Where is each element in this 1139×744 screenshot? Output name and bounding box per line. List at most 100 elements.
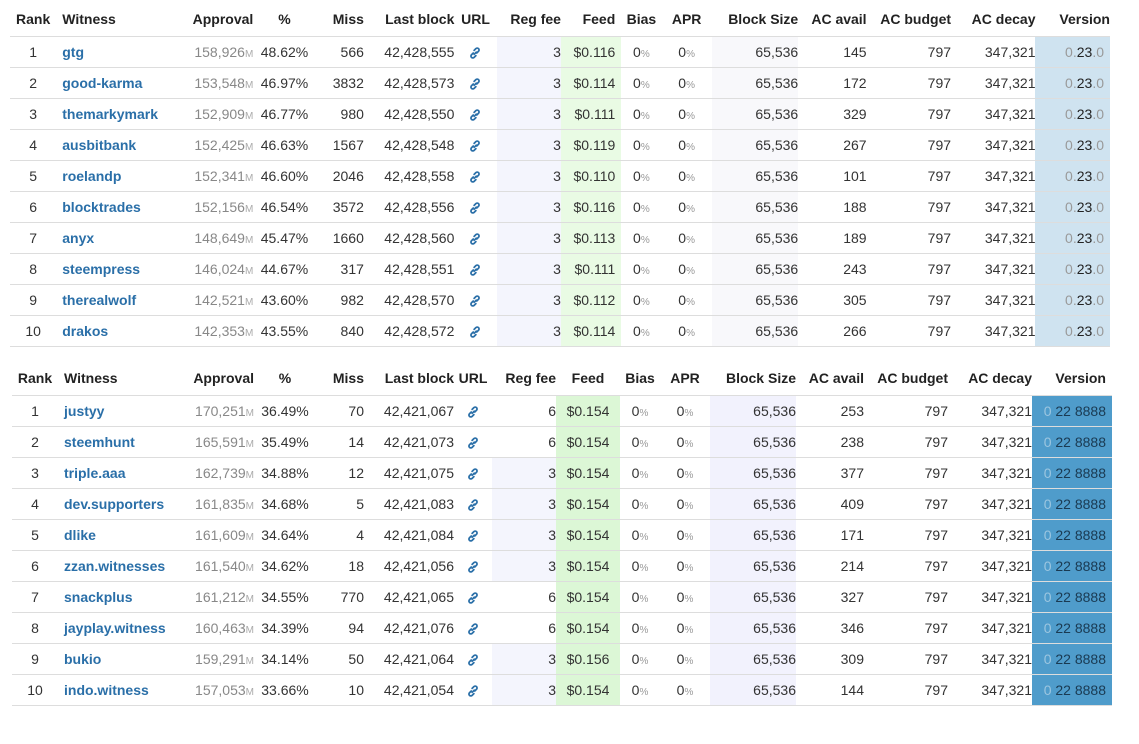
col-rank[interactable]: Rank xyxy=(17,370,53,386)
col-percent[interactable]: % xyxy=(278,11,291,27)
url-cell[interactable] xyxy=(454,488,492,520)
col-block-size[interactable]: Block Size xyxy=(728,11,799,27)
url-cell[interactable] xyxy=(454,643,492,675)
col-apr[interactable]: APR xyxy=(671,11,702,27)
url-cell[interactable] xyxy=(454,581,492,613)
col-rank[interactable]: Rank xyxy=(16,11,51,27)
link-icon[interactable] xyxy=(466,436,480,450)
col-url[interactable]: URL xyxy=(461,11,490,27)
col-ac-decay[interactable]: AC decay xyxy=(971,11,1036,27)
link-icon[interactable] xyxy=(468,170,482,184)
block-size-cell: 65,536 xyxy=(711,222,799,254)
version-cell: 0 22 8888 xyxy=(1032,488,1112,520)
link-icon[interactable] xyxy=(468,108,482,122)
witness-link[interactable]: steemhunt xyxy=(64,434,135,450)
link-icon[interactable] xyxy=(468,232,482,246)
witness-link[interactable]: anyx xyxy=(62,230,95,246)
link-icon[interactable] xyxy=(468,201,482,215)
witness-link[interactable]: therealwolf xyxy=(62,292,137,308)
witness-link[interactable]: roelandp xyxy=(62,168,122,184)
url-cell[interactable] xyxy=(454,519,492,551)
url-cell[interactable] xyxy=(454,67,497,99)
col-reg-fee[interactable]: Reg fee xyxy=(510,11,561,27)
link-icon[interactable] xyxy=(468,263,482,277)
col-witness[interactable]: Witness xyxy=(64,370,118,386)
col-version[interactable]: Version xyxy=(1055,370,1106,386)
link-icon[interactable] xyxy=(468,46,482,60)
col-bias[interactable]: Bias xyxy=(626,11,657,27)
witness-link[interactable]: zzan.witnesses xyxy=(64,558,166,574)
col-last-block[interactable]: Last block xyxy=(384,370,454,386)
link-icon[interactable] xyxy=(468,294,482,308)
block-size-cell: 65,536 xyxy=(710,519,796,551)
link-icon[interactable] xyxy=(468,325,482,339)
col-apr[interactable]: APR xyxy=(670,370,700,386)
link-icon[interactable] xyxy=(466,405,480,419)
col-last-block[interactable]: Last block xyxy=(385,11,455,27)
link-icon[interactable] xyxy=(466,653,480,667)
col-feed[interactable]: Feed xyxy=(582,11,616,27)
col-version[interactable]: Version xyxy=(1059,11,1110,27)
link-icon[interactable] xyxy=(466,684,480,698)
url-cell[interactable] xyxy=(454,612,492,644)
col-ac-budget[interactable]: AC budget xyxy=(880,11,952,27)
witness-link[interactable]: blocktrades xyxy=(62,199,141,215)
witness-cell: indo.witness xyxy=(58,674,182,706)
col-ac-decay[interactable]: AC decay xyxy=(968,370,1032,386)
witness-link[interactable]: gtg xyxy=(62,44,85,60)
url-cell[interactable] xyxy=(454,284,497,316)
link-icon[interactable] xyxy=(466,467,480,481)
col-miss[interactable]: Miss xyxy=(332,370,364,386)
witness-link[interactable]: drakos xyxy=(62,323,109,339)
witness-link[interactable]: snackplus xyxy=(64,589,133,605)
col-witness[interactable]: Witness xyxy=(62,11,116,27)
col-url[interactable]: URL xyxy=(458,370,488,386)
witness-link[interactable]: steempress xyxy=(62,261,141,277)
url-cell[interactable] xyxy=(454,191,497,223)
witness-link[interactable]: ausbitbank xyxy=(62,137,137,153)
witness-link[interactable]: triple.aaa xyxy=(64,465,126,481)
col-approval[interactable]: Approval xyxy=(193,370,254,386)
link-icon[interactable] xyxy=(466,591,480,605)
col-ac-avail[interactable]: AC avail xyxy=(808,370,864,386)
col-ac-budget[interactable]: AC budget xyxy=(877,370,948,386)
url-cell[interactable] xyxy=(454,98,497,130)
link-icon[interactable] xyxy=(466,622,480,636)
url-cell[interactable] xyxy=(454,160,497,192)
col-block-size[interactable]: Block Size xyxy=(725,370,796,386)
url-cell[interactable] xyxy=(454,426,492,458)
url-cell[interactable] xyxy=(454,674,492,706)
witness-link[interactable]: good-karma xyxy=(62,75,143,91)
url-cell[interactable] xyxy=(454,550,492,582)
witness-link[interactable]: dlike xyxy=(64,527,96,543)
col-reg-fee[interactable]: Reg fee xyxy=(505,370,556,386)
link-icon[interactable] xyxy=(468,139,482,153)
col-miss[interactable]: Miss xyxy=(332,11,364,27)
url-cell[interactable] xyxy=(454,222,497,254)
witness-link[interactable]: jayplay.witness xyxy=(64,620,166,636)
witness-link[interactable]: justyy xyxy=(64,403,105,419)
col-approval[interactable]: Approval xyxy=(192,11,254,27)
url-cell[interactable] xyxy=(454,36,497,68)
link-icon[interactable] xyxy=(466,529,480,543)
witness-link[interactable]: bukio xyxy=(64,651,102,667)
url-cell[interactable] xyxy=(454,253,497,285)
ac-decay-cell: 347,321 xyxy=(951,129,1036,161)
block-size-cell: 65,536 xyxy=(710,488,796,520)
ac-budget-cell: 797 xyxy=(864,488,948,520)
url-cell[interactable] xyxy=(454,395,492,427)
link-icon[interactable] xyxy=(468,77,482,91)
url-cell[interactable] xyxy=(454,457,492,489)
col-feed[interactable]: Feed xyxy=(571,370,605,386)
witness-link[interactable]: dev.supporters xyxy=(64,496,165,512)
col-ac-avail[interactable]: AC avail xyxy=(811,11,867,27)
link-icon[interactable] xyxy=(466,560,480,574)
witness-link[interactable]: themarkymark xyxy=(62,106,158,122)
link-icon[interactable] xyxy=(466,498,480,512)
col-bias[interactable]: Bias xyxy=(625,370,655,386)
url-cell[interactable] xyxy=(454,129,497,161)
miss-cell: 840 xyxy=(315,315,364,347)
url-cell[interactable] xyxy=(454,315,497,347)
col-percent[interactable]: % xyxy=(278,370,292,386)
witness-link[interactable]: indo.witness xyxy=(64,682,149,698)
